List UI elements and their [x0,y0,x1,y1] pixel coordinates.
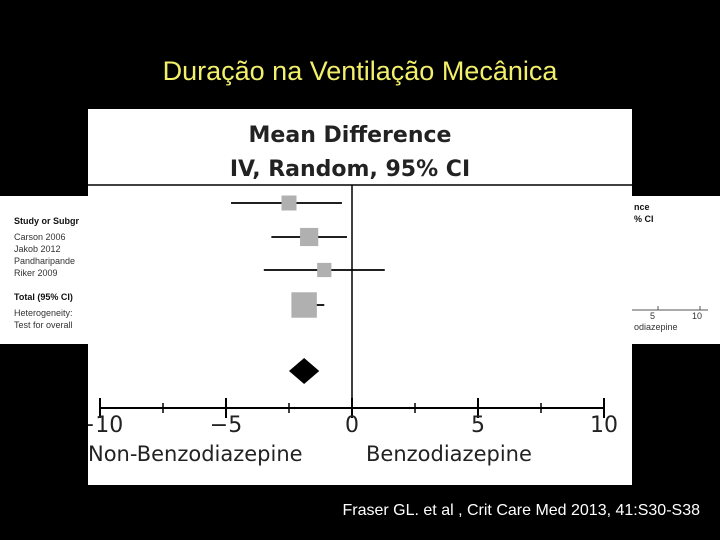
x-tick-label: 5 [471,413,485,438]
total-diamond [289,358,320,384]
study-marker [317,262,332,278]
background-tick-10: 10 [692,311,703,321]
citation: Fraser GL. et al , Crit Care Med 2013, 4… [342,502,701,519]
forest-plot: Mean Difference IV, Random, 95% CI −10 −5 0 5… [88,123,632,466]
background-table-header-line: % CI [634,214,654,224]
background-table-line: Study or Subgr [14,216,79,226]
chart-title-line1: Mean Difference [249,123,452,148]
left-direction-label: Non-Benzodiazepine [88,442,303,466]
study-marker [281,195,297,211]
x-tick-label: 0 [345,413,359,438]
background-table-line: Total (95% CI) [14,292,73,302]
study-marker [300,227,319,247]
chart-title-line2: IV, Random, 95% CI [230,157,470,182]
right-direction-label: Benzodiazepine [366,442,532,466]
study-marker [291,292,317,318]
x-tick-label: −5 [210,413,242,438]
x-tick-label: −10 [88,413,123,438]
background-table-line: Carson 2006 [14,232,66,242]
background-axis [630,306,708,311]
background-table-line: Test for overall [14,320,73,330]
background-table-header-line: nce [634,202,650,212]
background-table-line: Heterogeneity: [14,308,73,318]
background-table-line: Riker 2009 [14,268,58,278]
background-table-line: Pandharipande [14,256,76,266]
background-tick-5: 5 [650,311,656,321]
slide-title: Duração na Ventilação Mecânica [162,56,558,86]
x-tick-label: 10 [590,413,618,438]
background-table-line: Jakob 2012 [14,244,61,254]
forest-plot-panel: Mean Difference IV, Random, 95% CI −10 −5 0 5… [88,109,632,485]
background-axis-label: odiazepine [634,322,678,332]
